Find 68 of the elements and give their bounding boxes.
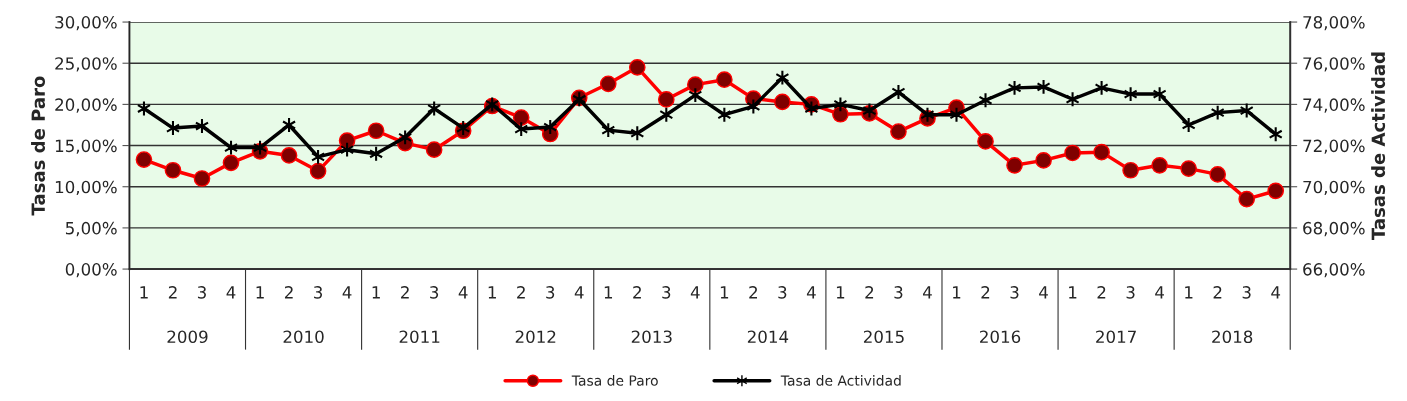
- y-tick-label: 0,00%: [65, 263, 117, 278]
- x-tick-label: 1: [1185, 286, 1193, 299]
- text: 2016: [980, 330, 1021, 344]
- y-tick-label: 5,00%: [65, 221, 117, 237]
- y2-tick-label: 70,00%: [1303, 180, 1365, 195]
- x-tick-label: 1: [720, 286, 729, 299]
- y-tick-label: 25,00%: [55, 57, 117, 72]
- text: 2015: [863, 330, 904, 344]
- x-tick-label: 2: [168, 286, 177, 299]
- x-tick-label: 2: [517, 286, 525, 299]
- x-tick-label: 1: [1069, 286, 1077, 299]
- x-tick-label: 3: [546, 286, 555, 299]
- x-tick-label: 2: [749, 286, 757, 299]
- x-tick-label: 2: [865, 286, 874, 299]
- x-tick-label: 4: [574, 286, 584, 299]
- y-tick-label: 15,00%: [55, 139, 117, 154]
- x-tick-label: 1: [256, 286, 264, 299]
- x-tick-label: 2: [1213, 286, 1222, 299]
- text: 2012: [515, 330, 556, 344]
- y2-axis-title: Tasas de Actividad: [1371, 52, 1386, 241]
- x-tick-label: 3: [314, 286, 323, 299]
- y2-tick-label: 74,00%: [1303, 98, 1365, 113]
- x-tick-label: 3: [894, 286, 903, 299]
- y2-tick-label: 78,00%: [1303, 16, 1365, 31]
- x-tick-label: 3: [1242, 286, 1251, 299]
- x-tick-label: 2: [401, 286, 409, 299]
- y2-tick-label: 66,00%: [1303, 263, 1365, 278]
- y2-tick-label: 68,00%: [1303, 221, 1365, 237]
- legend-label: Tasa de Actividad: [780, 375, 901, 386]
- text: 2009: [167, 330, 208, 344]
- y-tick-label: 10,00%: [55, 180, 117, 195]
- x-tick-label: 2: [1097, 286, 1106, 299]
- text: 2010: [283, 330, 324, 344]
- text: 2014: [747, 330, 789, 344]
- x-tick-label: 3: [778, 286, 787, 299]
- legend-label: Tasa de Paro: [571, 375, 658, 386]
- x-tick-label: 4: [1271, 286, 1281, 299]
- x-tick-label: 1: [372, 286, 380, 299]
- x-tick-label: 1: [836, 286, 845, 299]
- x-tick-label: 4: [690, 286, 700, 299]
- text: 2018: [1212, 330, 1253, 344]
- y-axis-title: Tasas de Paro: [31, 76, 46, 216]
- text: 2017: [1096, 330, 1136, 344]
- x-tick-label: 4: [458, 286, 468, 299]
- x-tick-label: 3: [662, 286, 671, 299]
- y-tick-label: 30,00%: [55, 16, 117, 31]
- x-tick-label: 1: [953, 286, 961, 299]
- text: 2013: [631, 330, 672, 344]
- y-tick-label: 20,00%: [55, 98, 117, 113]
- y2-tick-label: 76,00%: [1303, 57, 1365, 72]
- x-tick-label: 4: [342, 286, 352, 299]
- x-tick-label: 4: [1155, 286, 1164, 299]
- x-tick-label: 3: [1126, 286, 1135, 299]
- x-tick-label: 4: [922, 286, 932, 299]
- x-tick-label: 1: [140, 286, 148, 299]
- x-tick-label: 3: [197, 286, 206, 299]
- x-tick-label: 3: [430, 286, 439, 299]
- text: 2011: [399, 330, 440, 344]
- x-tick-label: 2: [633, 286, 641, 299]
- y2-tick-label: 72,00%: [1303, 139, 1365, 154]
- x-tick-label: 1: [604, 286, 613, 299]
- x-tick-label: 2: [981, 286, 990, 299]
- x-tick-label: 4: [1039, 286, 1048, 299]
- x-tick-label: 2: [284, 286, 293, 299]
- x-tick-label: 4: [806, 286, 816, 299]
- x-tick-label: 4: [226, 286, 236, 299]
- x-tick-label: 3: [1010, 286, 1019, 299]
- x-tick-label: 1: [488, 286, 496, 299]
